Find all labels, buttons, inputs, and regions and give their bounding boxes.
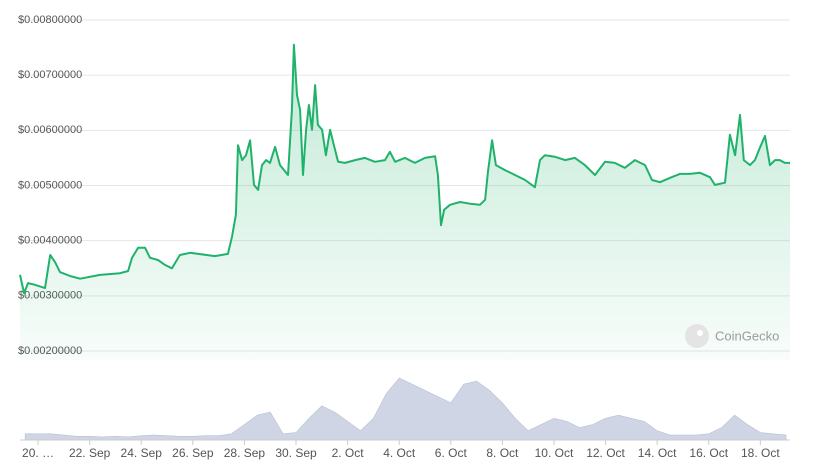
x-tick-label: 6. Oct [435,446,468,460]
y-tick-label: $0.00700000 [18,69,82,81]
watermark-logo-eye [697,330,703,336]
x-tick-label: 20. … [22,446,54,460]
volume-area [24,377,787,441]
y-tick-label: $0.00800000 [18,14,82,26]
y-tick-label: $0.00500000 [18,179,82,191]
x-tick-label: 30. Sep [275,446,317,460]
price-area [20,44,790,361]
x-tick-label: 16. Oct [689,446,728,460]
x-tick-label: 26. Sep [172,446,214,460]
x-tick-label: 18. Oct [741,446,780,460]
x-tick-label: 4. Oct [383,446,416,460]
x-tick-label: 2. Oct [332,446,365,460]
x-tick-label: 14. Oct [638,446,677,460]
x-tick-label: 22. Sep [69,446,111,460]
x-tick-label: 12. Oct [586,446,625,460]
plot: $0.00200000$0.00300000$0.00400000$0.0050… [18,14,790,460]
watermark: CoinGecko [685,324,779,348]
y-tick-label: $0.00400000 [18,235,82,247]
watermark-text: CoinGecko [715,328,779,343]
watermark-logo [685,324,709,348]
price-line [19,43,790,295]
x-tick-label: 28. Sep [224,446,266,460]
x-tick-label: 10. Oct [535,446,574,460]
y-tick-label: $0.00600000 [18,124,82,136]
x-tick-label: 24. Sep [121,446,163,460]
x-tick-label: 8. Oct [486,446,519,460]
